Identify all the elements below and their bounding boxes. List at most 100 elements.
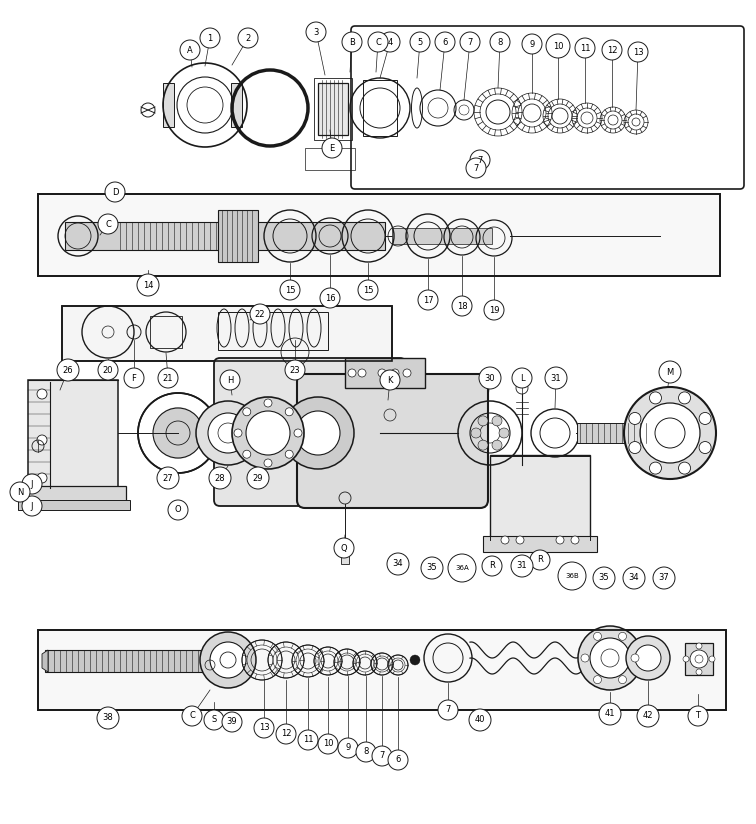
Text: 22: 22 [255,310,265,319]
Circle shape [482,556,502,576]
Circle shape [124,368,144,388]
Circle shape [238,28,258,48]
Bar [150,316,182,348]
Text: J: J [31,502,33,511]
Text: 38: 38 [103,714,113,723]
Circle shape [593,676,602,684]
Text: 12: 12 [607,45,617,54]
Circle shape [484,300,504,320]
Circle shape [368,32,388,52]
Circle shape [200,28,220,48]
Circle shape [380,32,400,52]
Circle shape [501,536,509,544]
Bar [483,536,597,552]
Text: C: C [375,38,381,46]
Text: 27: 27 [163,474,173,483]
Circle shape [590,638,630,678]
Text: 34: 34 [392,559,403,569]
Circle shape [208,413,248,453]
Circle shape [623,567,645,589]
Text: 42: 42 [643,711,653,720]
Text: 15: 15 [285,285,296,294]
Text: 40: 40 [475,715,485,724]
Circle shape [246,411,290,455]
Circle shape [631,654,639,662]
Circle shape [318,734,338,754]
Text: J: J [31,480,33,489]
Bar [38,630,726,710]
Circle shape [98,214,118,234]
Circle shape [10,482,30,502]
Text: 29: 29 [253,474,263,483]
Text: 19: 19 [488,306,499,315]
Bar [45,650,205,672]
Text: 35: 35 [426,564,437,573]
Circle shape [282,397,354,469]
Bar [341,540,349,564]
Circle shape [679,392,690,404]
Text: O: O [175,505,181,514]
Text: 18: 18 [457,302,467,311]
Bar [231,83,242,127]
Text: 4: 4 [387,38,392,46]
Bar [18,500,130,510]
Bar [392,228,492,244]
Text: Q: Q [341,544,347,553]
FancyBboxPatch shape [297,374,488,508]
Circle shape [699,442,711,453]
Circle shape [37,389,47,399]
Bar [22,486,126,504]
Circle shape [410,32,430,52]
Circle shape [158,368,178,388]
Bar [345,358,425,388]
Circle shape [690,650,708,668]
Circle shape [571,536,579,544]
Circle shape [334,538,354,558]
Bar [685,643,713,675]
Text: 10: 10 [553,41,563,50]
Text: 9: 9 [345,743,351,752]
Text: 7: 7 [380,751,385,761]
Circle shape [629,442,641,453]
Text: R: R [537,555,543,564]
Circle shape [490,32,510,52]
Text: 34: 34 [629,574,640,583]
Text: 17: 17 [423,296,433,305]
Circle shape [618,676,627,684]
Circle shape [356,742,376,762]
Circle shape [516,382,528,394]
Circle shape [558,562,586,590]
Text: 14: 14 [143,280,153,289]
Circle shape [460,32,480,52]
Circle shape [372,746,392,766]
Circle shape [57,359,79,381]
Circle shape [180,40,200,60]
Bar [38,630,726,710]
Text: S: S [212,715,217,724]
Circle shape [640,403,700,463]
Circle shape [380,370,400,390]
Circle shape [276,724,296,744]
Circle shape [448,554,476,582]
Circle shape [679,462,690,474]
Circle shape [492,416,502,426]
Text: T: T [696,711,701,720]
Text: 7: 7 [467,38,472,46]
Text: D: D [112,188,118,196]
Circle shape [709,656,715,662]
Text: 36B: 36B [565,573,579,579]
Circle shape [220,370,240,390]
Circle shape [545,367,567,389]
Circle shape [421,557,443,579]
Circle shape [418,290,438,310]
Circle shape [696,643,702,649]
Circle shape [320,288,340,308]
FancyBboxPatch shape [214,358,406,506]
Text: 7: 7 [477,156,482,165]
Circle shape [200,632,256,688]
Circle shape [222,712,242,732]
Circle shape [378,369,386,377]
Circle shape [469,709,491,731]
Text: R: R [489,561,495,570]
Circle shape [391,369,399,377]
